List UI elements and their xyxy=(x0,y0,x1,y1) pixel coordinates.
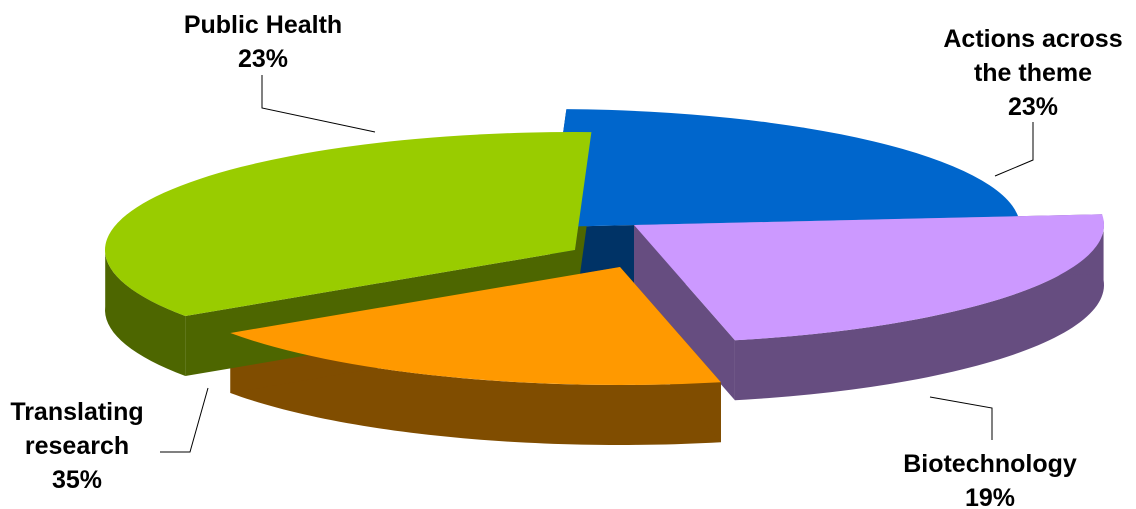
leader-line-1 xyxy=(994,122,1034,177)
slice-label-2: Biotechnology xyxy=(903,450,1077,478)
pie-slice-0 xyxy=(550,109,1019,227)
slice-percent-1: 23% xyxy=(1008,93,1058,121)
slice-label-3: Translating xyxy=(10,398,143,426)
slice-label-3: research xyxy=(25,432,129,460)
slice-percent-0: 23% xyxy=(238,45,288,73)
slice-percent-2: 19% xyxy=(965,484,1015,509)
leader-line-2 xyxy=(929,396,993,440)
slice-side-1 xyxy=(734,219,1104,401)
slice-label-1: the theme xyxy=(974,59,1092,87)
slice-label-0: Public Health xyxy=(184,11,342,39)
leader-line-0 xyxy=(261,75,376,133)
slice-side-2 xyxy=(230,332,721,445)
leader-line-3 xyxy=(160,387,209,453)
slice-side-3 xyxy=(105,246,186,376)
labels: Public Health 23% Actions across the theme 2… xyxy=(10,11,1122,509)
slice-wall-1-1 xyxy=(634,225,735,401)
slice-label-1: Actions across xyxy=(943,25,1122,53)
pie-slice-2 xyxy=(230,267,721,385)
pie-tops xyxy=(104,109,1105,385)
pie-slice-1 xyxy=(634,214,1105,341)
slice-percent-3: 35% xyxy=(52,466,102,494)
pie-slice-3 xyxy=(104,132,592,316)
